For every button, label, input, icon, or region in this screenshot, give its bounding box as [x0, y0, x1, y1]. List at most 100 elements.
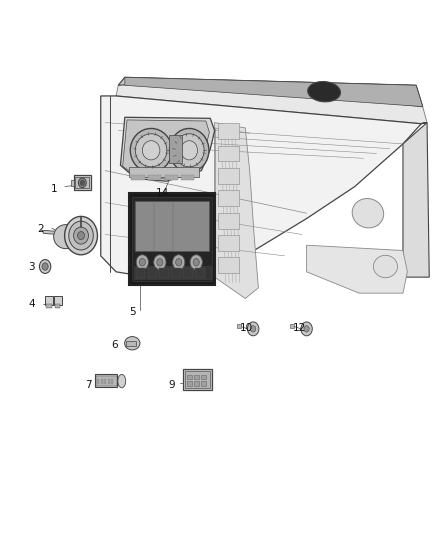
Circle shape [301, 322, 312, 336]
Bar [135, 201, 209, 251]
Circle shape [136, 255, 148, 270]
Polygon shape [42, 230, 59, 235]
Ellipse shape [142, 141, 160, 160]
Ellipse shape [308, 82, 340, 102]
Text: 14: 14 [155, 188, 169, 198]
Bar [95, 374, 117, 387]
Bar [290, 324, 294, 328]
Bar [218, 213, 239, 229]
Ellipse shape [135, 134, 167, 167]
Bar [218, 190, 239, 206]
Polygon shape [101, 96, 427, 277]
Bar [126, 341, 136, 346]
Bar [195, 268, 205, 278]
Ellipse shape [69, 221, 93, 250]
Bar [129, 167, 199, 177]
Bar [185, 371, 210, 388]
Bar [218, 123, 239, 139]
Polygon shape [120, 117, 215, 181]
Circle shape [251, 326, 256, 332]
Ellipse shape [174, 134, 204, 167]
Bar [181, 175, 194, 180]
Bar [101, 379, 103, 384]
Bar [97, 379, 99, 384]
Text: 6: 6 [112, 341, 118, 350]
Ellipse shape [78, 231, 85, 239]
Bar [218, 168, 239, 184]
Bar [55, 304, 60, 308]
Circle shape [247, 322, 259, 336]
Bar [108, 379, 110, 384]
Ellipse shape [170, 128, 209, 172]
Text: 10: 10 [240, 323, 253, 333]
Bar [75, 177, 89, 188]
Bar [132, 197, 212, 281]
Bar [54, 296, 62, 305]
Bar [71, 180, 74, 186]
Circle shape [154, 255, 166, 270]
Ellipse shape [118, 374, 126, 387]
Circle shape [39, 260, 51, 273]
Bar [46, 304, 52, 308]
Ellipse shape [373, 255, 398, 278]
Bar [187, 381, 192, 386]
Circle shape [176, 259, 182, 266]
Circle shape [80, 180, 85, 185]
Bar [74, 175, 91, 190]
Ellipse shape [53, 225, 78, 248]
Bar [45, 296, 53, 305]
Text: 1: 1 [50, 184, 57, 194]
Ellipse shape [65, 216, 97, 255]
Bar [159, 268, 169, 278]
Polygon shape [215, 123, 258, 298]
Text: 7: 7 [85, 380, 92, 390]
Polygon shape [116, 77, 427, 124]
Bar [148, 268, 157, 278]
Bar [165, 175, 178, 180]
Text: 5: 5 [129, 307, 136, 317]
Text: 4: 4 [28, 299, 35, 309]
Bar [131, 175, 145, 180]
Ellipse shape [352, 198, 384, 228]
Ellipse shape [181, 141, 198, 160]
Circle shape [190, 255, 202, 270]
Text: 12: 12 [293, 323, 306, 333]
Circle shape [78, 178, 86, 188]
Bar [129, 193, 215, 285]
Polygon shape [307, 245, 407, 293]
Bar [183, 369, 212, 390]
Bar [218, 146, 239, 161]
Bar [136, 268, 145, 278]
Bar [134, 266, 211, 279]
Polygon shape [403, 123, 429, 277]
Bar [169, 135, 182, 163]
Bar [218, 257, 239, 273]
Circle shape [139, 259, 145, 266]
Circle shape [173, 255, 185, 270]
Ellipse shape [130, 128, 172, 172]
Bar [201, 375, 206, 379]
Ellipse shape [74, 227, 88, 244]
Bar [201, 381, 206, 386]
Circle shape [42, 263, 48, 270]
Bar [104, 379, 106, 384]
Circle shape [304, 326, 309, 332]
Ellipse shape [124, 337, 140, 350]
Bar [187, 375, 192, 379]
Bar [148, 175, 161, 180]
Bar [194, 375, 199, 379]
Text: 2: 2 [37, 224, 44, 234]
Polygon shape [125, 77, 423, 107]
Bar [194, 381, 199, 386]
Bar [218, 235, 239, 251]
Circle shape [157, 259, 163, 266]
Text: 3: 3 [28, 262, 35, 271]
Bar [183, 268, 193, 278]
Text: 9: 9 [169, 380, 175, 390]
Circle shape [193, 259, 199, 266]
Bar [237, 324, 241, 328]
Polygon shape [123, 120, 209, 179]
Bar [171, 268, 181, 278]
Bar [96, 376, 117, 386]
Bar [111, 379, 113, 384]
